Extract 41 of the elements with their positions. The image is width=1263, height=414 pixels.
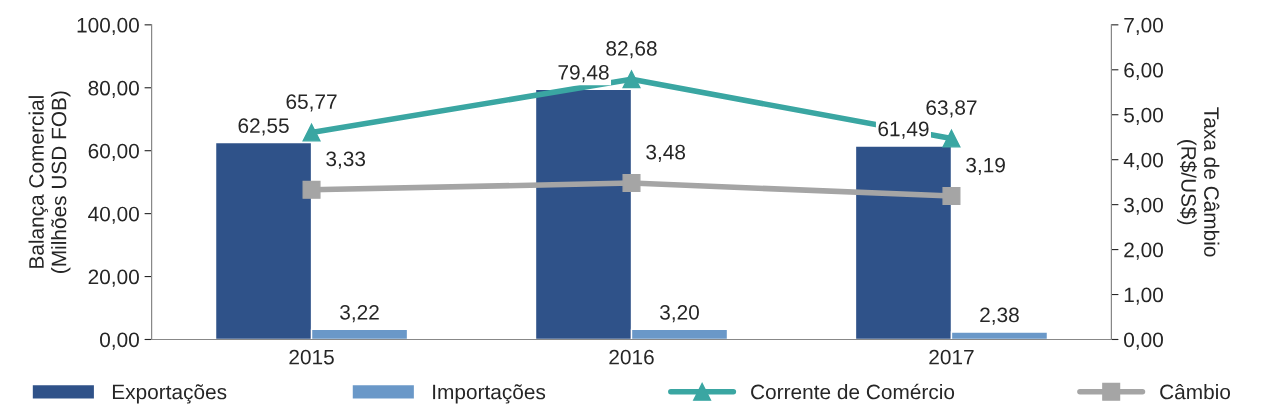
data-label: 61,49 bbox=[878, 121, 929, 139]
y-tick-label: 80,00 bbox=[88, 80, 139, 98]
y2-tick-label: 5,00 bbox=[1124, 107, 1163, 125]
data-label: 3,48 bbox=[646, 144, 686, 162]
y-tick-label: 60,00 bbox=[88, 143, 139, 161]
legend-label: Importações bbox=[433, 384, 546, 404]
point bbox=[302, 180, 321, 199]
data-label: 65,77 bbox=[286, 94, 337, 112]
point bbox=[942, 129, 961, 148]
y2-tick-label: 4,00 bbox=[1123, 152, 1163, 170]
point bbox=[622, 70, 641, 89]
y-tick-label: 40,00 bbox=[88, 206, 139, 224]
y2-axis-title: Taxa de Câmbio (R$/US$) bbox=[1177, 107, 1220, 257]
y2-tick-label: 7,00 bbox=[1124, 17, 1163, 36]
data-label: 63,87 bbox=[926, 100, 977, 118]
data-label: 3,33 bbox=[326, 151, 366, 169]
y2-tick-label: 1,00 bbox=[1124, 287, 1163, 305]
point bbox=[942, 187, 961, 206]
x-tick-label: 2017 bbox=[929, 349, 974, 365]
data-label: 82,68 bbox=[606, 41, 657, 59]
y-tick-label: 0,00 bbox=[100, 332, 139, 350]
legend-label: Câmbio bbox=[1160, 383, 1231, 400]
point bbox=[302, 123, 321, 142]
y2-tick-label: 0,00 bbox=[1124, 332, 1163, 350]
data-label: 3,22 bbox=[340, 304, 379, 323]
data-label: 62,55 bbox=[238, 118, 289, 136]
data-label: 79,48 bbox=[558, 64, 609, 83]
y2-tick-label: 2,00 bbox=[1124, 242, 1163, 260]
data-label: 2,38 bbox=[980, 307, 1019, 325]
x-tick-label: 2015 bbox=[289, 349, 334, 365]
point bbox=[622, 174, 641, 193]
data-label: 3,19 bbox=[966, 157, 1005, 175]
y2-tick-label: 3,00 bbox=[1124, 197, 1163, 215]
y2-tick-label: 6,00 bbox=[1124, 62, 1163, 80]
y-tick-label: 100,00 bbox=[77, 17, 139, 36]
x-tick-label: 2016 bbox=[609, 349, 654, 365]
y-tick-label: 20,00 bbox=[88, 269, 139, 287]
legend-label: Exportações bbox=[112, 384, 227, 404]
y-axis-title: Balança Comercial (Milhões USD FOB) bbox=[28, 91, 71, 273]
data-label: 3,20 bbox=[660, 304, 699, 323]
legend-label: Corrente de Comércio bbox=[751, 383, 955, 400]
